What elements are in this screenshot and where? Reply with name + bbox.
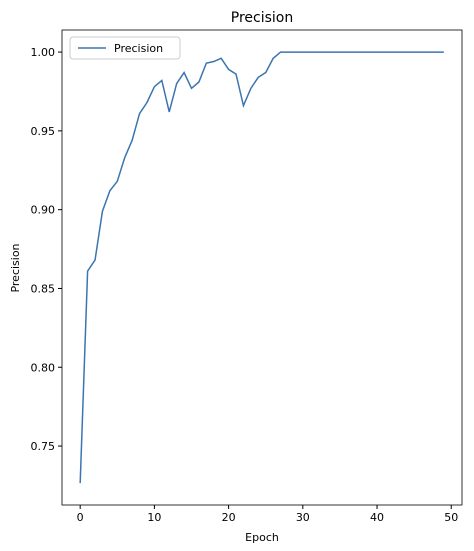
y-tick-label: 1.00 <box>31 46 56 59</box>
chart-title: Precision <box>231 10 293 26</box>
x-axis-label: Epoch <box>245 531 279 544</box>
y-tick-label: 0.85 <box>31 282 56 295</box>
x-tick-label: 10 <box>147 511 161 524</box>
y-tick-label: 0.95 <box>31 125 56 138</box>
y-tick-label: 0.90 <box>31 204 56 217</box>
y-tick-label: 0.75 <box>31 440 56 453</box>
plot-frame <box>61 29 463 506</box>
line <box>79 51 444 484</box>
y-axis-label: Precision <box>9 243 22 292</box>
x-tick-label: 40 <box>370 511 384 524</box>
legend-label: Precision <box>114 42 163 55</box>
y-tick-label: 0.80 <box>31 361 56 374</box>
x-tick-label: 30 <box>296 511 310 524</box>
x-tick-label: 20 <box>222 511 236 524</box>
legend-box <box>69 36 181 60</box>
x-tick-label: 0 <box>77 511 84 524</box>
x-tick-label: 50 <box>444 511 458 524</box>
